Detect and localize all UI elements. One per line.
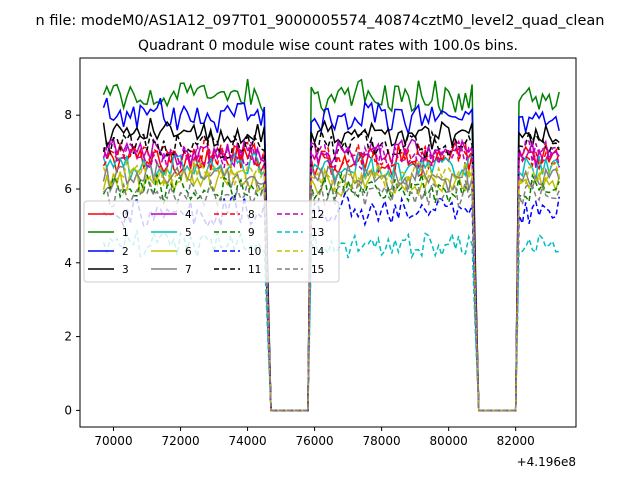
legend-label-0: 0 — [122, 209, 129, 221]
x-axis: 70000 72000 74000 76000 78000 80000 82000 — [94, 427, 535, 448]
legend-label-1: 1 — [122, 227, 129, 239]
y-tick-label: 2 — [64, 330, 72, 344]
series-line-11 — [102, 128, 560, 412]
x-offset-label: +4.196e8 — [517, 455, 576, 469]
x-tick-label: 70000 — [94, 434, 132, 448]
axes-frame — [79, 57, 577, 428]
y-tick-label: 0 — [64, 403, 72, 417]
x-tick-label: 82000 — [497, 434, 535, 448]
x-tick-label: 80000 — [430, 434, 468, 448]
y-axis: 0 2 4 6 8 — [64, 108, 80, 417]
legend-label-15: 15 — [311, 264, 324, 276]
legend-label-9: 9 — [248, 227, 255, 239]
legend-label-12: 12 — [311, 209, 324, 221]
legend-label-14: 14 — [311, 246, 325, 258]
legend-frame — [83, 200, 340, 283]
legend-label-5: 5 — [185, 227, 192, 239]
legend-label-10: 10 — [248, 246, 261, 258]
legend-label-8: 8 — [248, 209, 255, 221]
figure-suptitle: n file: modeM0/AS1A12_097T01_9000005574_… — [36, 13, 605, 29]
x-tick-label: 72000 — [161, 434, 199, 448]
legend-label-4: 4 — [185, 209, 192, 221]
x-tick-label: 78000 — [363, 434, 401, 448]
y-tick-label: 4 — [64, 256, 72, 270]
legend-label-11: 11 — [248, 264, 261, 276]
series-line-15 — [102, 179, 560, 412]
legend-label-6: 6 — [185, 246, 192, 258]
y-tick-label: 8 — [64, 108, 72, 122]
legend-label-13: 13 — [311, 227, 324, 239]
legend-label-7: 7 — [185, 264, 192, 276]
x-tick-label: 76000 — [296, 434, 334, 448]
x-tick-label: 74000 — [228, 434, 266, 448]
legend-label-2: 2 — [122, 246, 129, 258]
legend-label-3: 3 — [122, 264, 129, 276]
y-tick-label: 6 — [64, 182, 72, 196]
chart-title: Quadrant 0 module wise count rates with … — [138, 38, 518, 54]
